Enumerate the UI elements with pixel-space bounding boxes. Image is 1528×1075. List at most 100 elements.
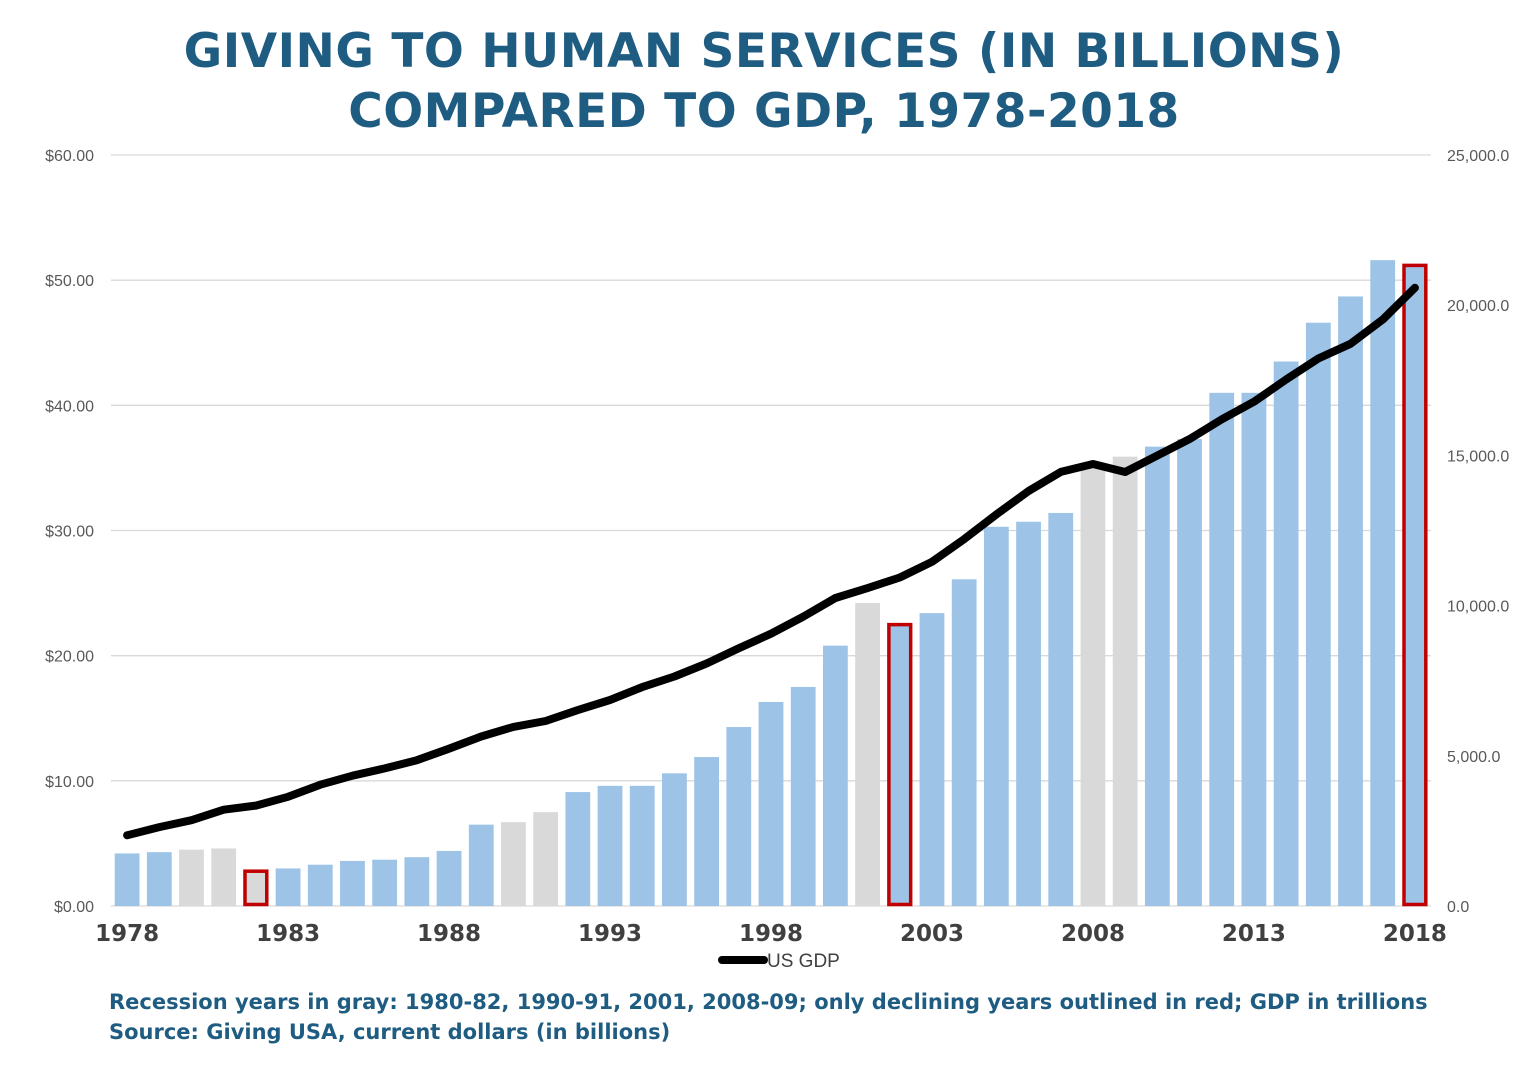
gdp-point	[384, 767, 386, 769]
gdp-point	[1414, 287, 1416, 289]
bar	[597, 785, 623, 906]
bar	[790, 686, 816, 906]
gdp-point	[963, 538, 965, 540]
gdp-point	[577, 709, 579, 711]
x-tick-label: 1993	[578, 921, 642, 947]
x-tick-label: 1998	[739, 921, 803, 947]
bar-recession	[211, 848, 237, 906]
bar-recession	[501, 822, 526, 906]
gdp-line-series	[123, 283, 1419, 840]
gdp-point	[641, 686, 643, 688]
bar-recession	[1112, 456, 1138, 906]
bar	[404, 857, 430, 906]
gdp-point	[319, 784, 321, 786]
gdp-point	[1156, 455, 1158, 457]
bar	[307, 864, 333, 906]
bar	[1370, 260, 1396, 906]
bar	[340, 860, 365, 906]
right-tick-label: 5,000.0	[1447, 749, 1500, 766]
bar	[1177, 439, 1202, 906]
gdp-point	[1317, 358, 1319, 360]
left-tick-label: $60.00	[45, 148, 94, 165]
gdp-point	[1382, 319, 1384, 321]
chart-title: GIVING TO HUMAN SERVICES (IN BILLIONS) C…	[0, 22, 1528, 142]
bar	[468, 824, 494, 906]
gdp-point	[1221, 418, 1223, 420]
bar	[726, 727, 752, 906]
gdp-point	[834, 597, 836, 599]
chart-title-line-2: COMPARED TO GDP, 1978-2018	[348, 84, 1180, 139]
x-tick-label: 1988	[417, 921, 481, 947]
bar	[758, 701, 784, 906]
right-tick-label: 15,000.0	[1447, 448, 1509, 465]
gdp-point	[190, 819, 192, 821]
bar	[275, 868, 301, 906]
gdp-point	[512, 726, 514, 728]
gdp-point	[223, 809, 225, 811]
gdp-point	[995, 513, 997, 515]
bar	[1209, 392, 1235, 907]
right-tick-label: 25,000.0	[1447, 148, 1509, 165]
bar-declining	[243, 869, 269, 907]
bar	[565, 792, 591, 906]
bar-declining	[887, 622, 913, 907]
bar	[114, 853, 140, 906]
gdp-point	[351, 775, 353, 777]
left-tick-label: $10.00	[45, 774, 94, 791]
bar	[1273, 361, 1299, 906]
bar	[983, 526, 1009, 906]
bar	[1338, 296, 1363, 906]
gdp-point	[255, 805, 257, 807]
bar	[1016, 521, 1041, 906]
gdp-point	[1253, 401, 1255, 403]
x-tick-label: 1978	[95, 921, 159, 947]
gdp-point	[1285, 378, 1287, 380]
left-tick-label: $50.00	[45, 273, 94, 290]
left-tick-label: $40.00	[45, 398, 94, 415]
gdp-point	[931, 561, 933, 563]
bar	[372, 859, 398, 906]
x-axis-ticks: 1978 1983 1988 1993 1998 2003 2008 2013 2018	[95, 921, 1447, 947]
gdp-point	[1060, 471, 1062, 473]
bar	[146, 852, 172, 906]
bar	[951, 579, 977, 906]
bar	[662, 773, 687, 906]
gdp-point	[158, 826, 160, 828]
gdp-point	[126, 834, 128, 836]
gdp-point	[609, 699, 611, 701]
bar	[436, 850, 462, 906]
bar	[822, 645, 848, 906]
right-tick-label: 0.0	[1447, 899, 1469, 916]
legend-label-us-gdp: US GDP	[767, 951, 840, 972]
gdp-point	[287, 796, 289, 798]
bar-recession	[855, 603, 880, 906]
gdp-point	[1124, 471, 1126, 473]
x-tick-label: 1983	[256, 921, 320, 947]
gdp-point	[802, 616, 804, 618]
gdp-point	[770, 633, 772, 635]
bar	[919, 613, 945, 906]
right-tick-label: 10,000.0	[1447, 599, 1509, 616]
chart-title-line-1: GIVING TO HUMAN SERVICES (IN BILLIONS)	[183, 24, 1345, 79]
bar	[1241, 392, 1267, 907]
bar	[1305, 322, 1331, 906]
x-tick-label: 2018	[1383, 921, 1447, 947]
gdp-point	[416, 759, 418, 761]
gdp-point	[1189, 438, 1191, 440]
bar-recession	[179, 849, 204, 906]
gdp-point	[1350, 343, 1352, 345]
bar-recession	[533, 812, 559, 906]
bar	[1048, 512, 1074, 906]
gdp-point	[1092, 463, 1094, 465]
x-tick-label: 2003	[900, 921, 964, 947]
gdp-point	[480, 736, 482, 738]
gdp-point	[867, 587, 869, 589]
legend: US GDP	[718, 951, 840, 972]
footnote-recession: Recession years in gray: 1980-82, 1990-9…	[109, 990, 1428, 1014]
bar	[1144, 446, 1170, 906]
gdp-point	[448, 748, 450, 750]
gdp-point	[1028, 490, 1030, 492]
bar	[694, 757, 720, 906]
bar	[629, 785, 655, 906]
